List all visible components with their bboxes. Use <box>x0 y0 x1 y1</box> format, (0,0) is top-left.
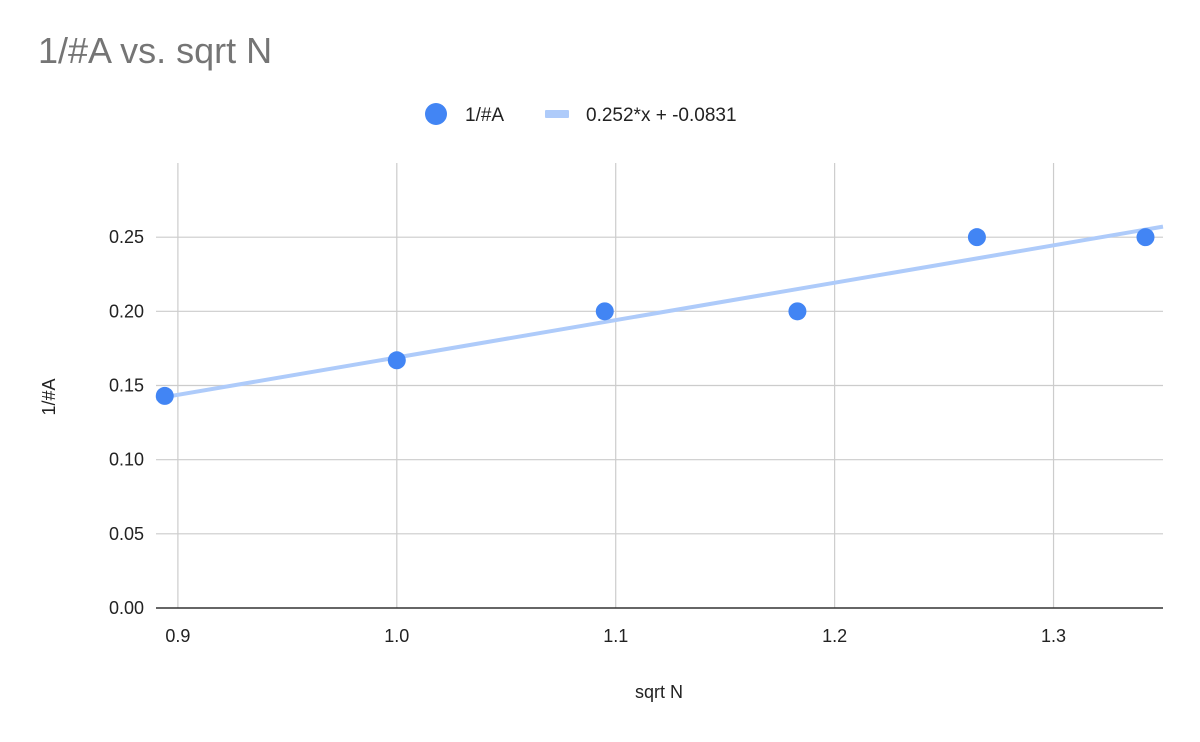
data-point[interactable] <box>155 386 174 405</box>
y-tick-labels: 0.00 0.05 0.10 0.15 0.20 0.25 <box>109 227 144 618</box>
data-point[interactable] <box>387 351 406 370</box>
data-point[interactable] <box>788 302 807 321</box>
y-tick-label: 0.00 <box>109 598 144 618</box>
x-tick-label: 1.2 <box>822 626 847 646</box>
y-tick-label: 0.15 <box>109 376 144 396</box>
data-point[interactable] <box>595 302 614 321</box>
legend-label-points: 1/#A <box>465 105 504 126</box>
legend-marker-trendline <box>545 110 569 118</box>
y-tick-label: 0.05 <box>109 524 144 544</box>
y-tick-label: 0.10 <box>109 450 144 470</box>
legend[interactable]: 1/#A 0.252*x + -0.0831 <box>425 103 737 126</box>
grid-lines <box>156 163 1163 608</box>
data-point[interactable] <box>1136 228 1155 247</box>
x-tick-label: 1.0 <box>384 626 409 646</box>
y-axis-title: 1/#A <box>39 378 59 415</box>
x-tick-labels: 0.9 1.0 1.1 1.2 1.3 <box>165 626 1066 646</box>
y-tick-label: 0.25 <box>109 227 144 247</box>
data-point[interactable] <box>967 228 986 247</box>
legend-marker-points <box>425 103 447 125</box>
trendline <box>155 224 1164 401</box>
x-tick-label: 1.1 <box>603 626 628 646</box>
data-points <box>155 228 1155 405</box>
y-tick-label: 0.20 <box>109 301 144 321</box>
x-tick-label: 1.3 <box>1041 626 1066 646</box>
x-axis-title: sqrt N <box>635 682 683 702</box>
x-tick-label: 0.9 <box>165 626 190 646</box>
legend-label-trendline: 0.252*x + -0.0831 <box>586 105 737 126</box>
chart-title: 1/#A vs. sqrt N <box>38 30 273 71</box>
